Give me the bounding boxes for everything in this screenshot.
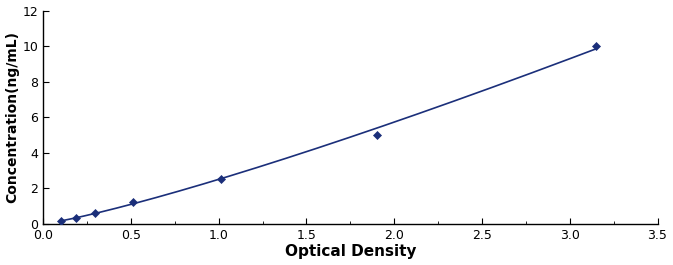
X-axis label: Optical Density: Optical Density (285, 244, 416, 259)
Y-axis label: Concentration(ng/mL): Concentration(ng/mL) (5, 31, 20, 203)
